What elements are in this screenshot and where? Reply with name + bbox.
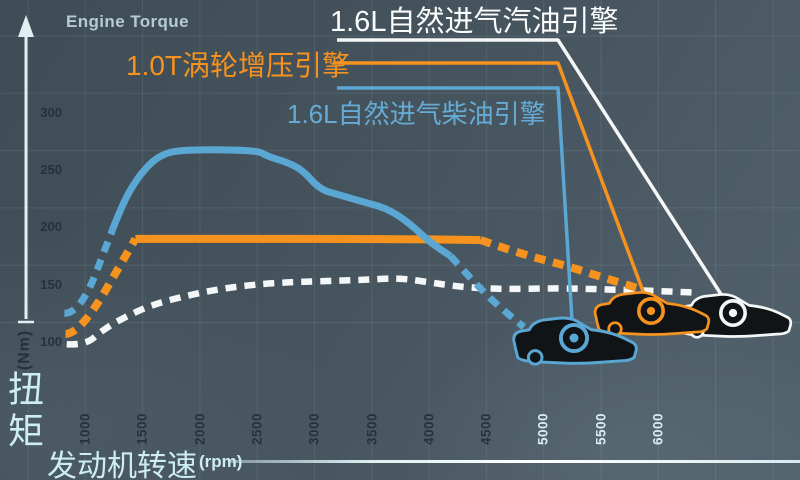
y-tick-label: 250: [40, 162, 62, 178]
x-tick-label: 5500: [593, 412, 609, 446]
y-tick-label: 150: [40, 276, 62, 292]
chart-title: Engine Torque: [66, 12, 189, 31]
y-axis-arrow: [18, 15, 34, 324]
y-axis-unit: (Nm): [16, 329, 33, 371]
callout-line-gasoline: [337, 38, 735, 314]
y-tick-label: 300: [40, 104, 62, 120]
curve-turbo-dashed: [64, 236, 139, 338]
x-tick-label: 3500: [364, 412, 379, 446]
y-tick-label: 200: [40, 219, 62, 235]
callout-line-diesel: [337, 86, 575, 338]
x-tick-label: 4000: [421, 412, 437, 446]
x-tick-label: 3000: [306, 412, 322, 446]
car-icon-diesel: [512, 316, 638, 366]
curve-diesel-solid: [109, 146, 453, 260]
curve-diesel-dashed: [63, 228, 116, 317]
car-icons: [512, 291, 793, 366]
curve-turbo-solid: [135, 234, 481, 244]
x-tick-label: 5000: [535, 412, 551, 446]
legend-label-gasoline: 1.6L自然进气汽油引擎: [330, 6, 619, 38]
curve-turbo-dashed: [479, 236, 639, 292]
y-tick-label: 100: [40, 334, 62, 349]
car-icon-turbo: [593, 291, 711, 337]
legend-callout-lines: [333, 38, 735, 338]
curve-diesel-dashed: [447, 253, 527, 330]
x-tick-label: 2500: [249, 412, 265, 446]
torque-curves: [63, 146, 699, 348]
x-axis-unit: (rpm): [199, 452, 243, 471]
x-axis-name: 发动机转速: [47, 450, 197, 480]
y-axis-name: 扭矩: [3, 370, 44, 454]
x-axis-line: [230, 460, 800, 463]
x-tick-label: 6000: [650, 412, 666, 446]
x-tick-label: 4500: [478, 412, 494, 446]
legend-label-diesel: 1.6L自然进气柴油引擎: [287, 99, 546, 129]
callout-line-turbo: [333, 61, 652, 311]
legend-label-turbo: 1.0T涡轮增压引擎: [126, 50, 351, 81]
